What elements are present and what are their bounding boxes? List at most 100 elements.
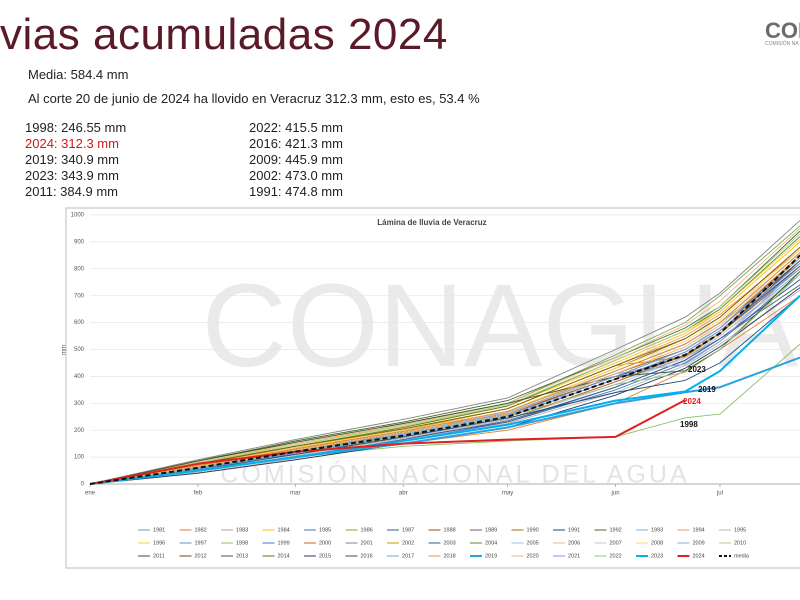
legend-label: 1989	[485, 527, 497, 533]
annotation: 2019	[698, 385, 716, 394]
stats-left: 1998: 246.55 mm 2024: 312.3 mm 2019: 340.9…	[25, 120, 126, 200]
legend-label: 2001	[361, 540, 373, 546]
legend-label: 2008	[651, 540, 663, 546]
y-tick-label: 1000	[71, 213, 85, 219]
legend-label: 2007	[610, 540, 622, 546]
legend-label: 1994	[693, 527, 705, 533]
legend-label: 1988	[444, 527, 456, 533]
chart-frame	[65, 207, 800, 569]
legend-label: 2009	[693, 540, 705, 546]
legend-label: 2003	[444, 540, 456, 546]
legend-label: 2019	[485, 553, 497, 559]
legend-label: 2000	[319, 540, 331, 546]
annotation: 1998	[680, 420, 698, 429]
series-line	[90, 246, 800, 485]
stat-item: 2016: 421.3 mm	[249, 136, 343, 151]
annotations: 2023 2019 2024 1998	[680, 365, 716, 429]
legend-label: 1990	[527, 527, 539, 533]
legend-label: 1995	[734, 527, 746, 533]
legend-label: 2014	[278, 553, 290, 559]
y-tick-label: 500	[74, 347, 85, 353]
legend-label: 1991	[568, 527, 580, 533]
y-tick-label: 300	[74, 401, 85, 407]
y-tick-label: 700	[74, 293, 85, 299]
legend-label: 1996	[153, 540, 165, 546]
grid: 0 100 200 300 400 500 600 700 800 900 1000 ene feb ma…	[71, 213, 800, 497]
stat-item: 2024: 312.3 mm	[25, 136, 119, 151]
stat-item: 1991: 474.8 mm	[249, 184, 343, 199]
legend-label: 1998	[236, 540, 248, 546]
stat-item: 1998: 246.55 mm	[25, 120, 127, 135]
legend-label: media	[734, 553, 750, 559]
summary-text: Al corte 20 de junio de 2024 ha llovido …	[28, 91, 480, 106]
series-line	[90, 220, 800, 485]
legend-label: 2020	[527, 553, 539, 559]
series-line	[90, 289, 800, 485]
watermark: CONAGUA	[202, 260, 799, 392]
stat-item: 2019: 340.9 mm	[25, 152, 119, 167]
logo: CON	[765, 18, 800, 43]
y-tick-label: 800	[74, 266, 85, 272]
x-tick-label: feb	[194, 491, 203, 497]
legend-label: 1992	[610, 527, 622, 533]
x-tick-label: mar	[290, 491, 300, 497]
stat-item: 2011: 384.9 mm	[25, 184, 118, 199]
annotation: 2023	[688, 365, 706, 374]
x-tick-label: jun	[611, 491, 620, 497]
stat-item: 2002: 473.0 mm	[249, 168, 343, 183]
stat-item: 2023: 343.9 mm	[25, 168, 119, 183]
lines	[90, 220, 800, 485]
y-tick-label: 600	[74, 320, 85, 326]
y-axis-label: mm	[62, 345, 68, 355]
series-line	[90, 233, 800, 485]
legend-label: 2004	[485, 540, 497, 546]
legend-label: 2002	[402, 540, 414, 546]
legend-label: 2023	[651, 553, 663, 559]
legend-label: 2013	[236, 553, 248, 559]
y-tick-label: 900	[74, 239, 85, 245]
legend-label: 1987	[402, 527, 414, 533]
legend-label: 1986	[361, 527, 373, 533]
series-line	[90, 254, 800, 485]
y-tick-label: 400	[74, 374, 85, 380]
x-tick-label: may	[502, 491, 513, 497]
legend-label: 2024	[693, 553, 705, 559]
x-tick-label: ene	[85, 491, 96, 497]
legend-label: 1981	[153, 527, 165, 533]
legend-label: 2005	[527, 540, 539, 546]
series-line	[90, 399, 686, 485]
logo-subtitle: COMISIÓN NA	[765, 41, 799, 47]
legend-label: 2010	[734, 540, 746, 546]
chart-title: Lámina de lluvia de Veracruz	[377, 218, 486, 227]
legend-label: 2016	[361, 553, 373, 559]
annotation: 2024	[683, 397, 701, 406]
legend-label: 2011	[153, 553, 165, 559]
legend-label: 2018	[444, 553, 456, 559]
legend-label: 2017	[402, 553, 414, 559]
stats-right: 2022: 415.5 mm 2016: 421.3 mm 2009: 445.9 …	[249, 120, 343, 200]
stat-item: 2009: 445.9 mm	[249, 152, 343, 167]
y-tick-label: 100	[74, 455, 85, 461]
x-tick-label: jul	[716, 491, 723, 497]
legend-label: 1999	[278, 540, 290, 546]
legend-label: 1983	[236, 527, 248, 533]
legend-label: 1984	[278, 527, 290, 533]
legend-label: 2022	[610, 553, 622, 559]
stat-item: 2022: 415.5 mm	[249, 120, 343, 135]
legend-label: 1997	[195, 540, 207, 546]
legend-label: 2015	[319, 553, 331, 559]
legend: 1981 1982 1983 1984 1985 1986 1987 1988 1989 1990…	[138, 527, 750, 559]
legend-label: 1982	[195, 527, 207, 533]
legend-label: 1993	[651, 527, 663, 533]
slide-title: vias acumuladas 2024	[0, 10, 448, 59]
legend-label: 2012	[195, 553, 207, 559]
series-line	[90, 294, 800, 485]
legend-label: 2021	[568, 553, 580, 559]
y-tick-label: 0	[81, 482, 85, 488]
mean-text: Media: 584.4 mm	[28, 67, 129, 82]
legend-label: 1985	[319, 527, 331, 533]
series-line	[90, 273, 800, 485]
x-tick-label: abr	[399, 491, 408, 497]
